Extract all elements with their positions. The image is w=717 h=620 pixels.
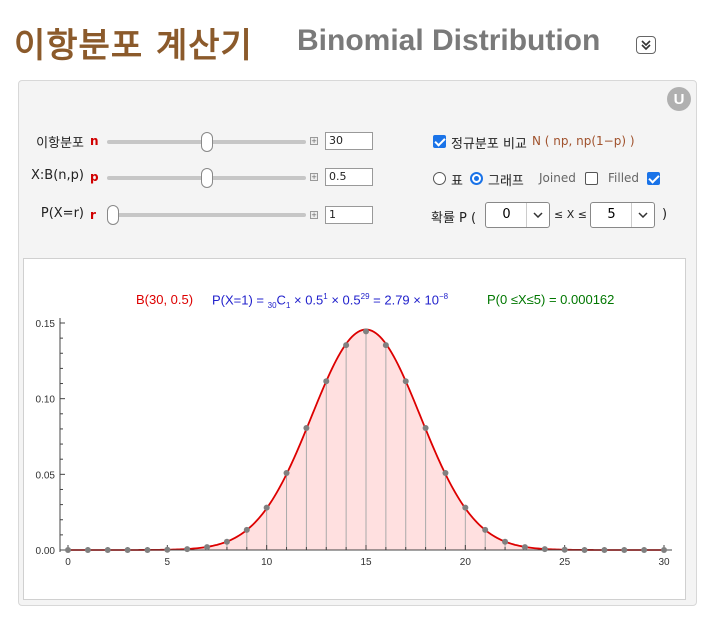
joined-checkbox[interactable]: [585, 172, 598, 185]
n-slider-thumb[interactable]: [200, 132, 213, 152]
range-to-select[interactable]: 5: [590, 202, 655, 228]
normal-compare-label: 정규분포 비교: [451, 137, 527, 152]
reset-button[interactable]: U: [667, 87, 691, 111]
r-increment-icon[interactable]: +: [310, 211, 318, 219]
range-from-value: 0: [502, 207, 511, 222]
px-result: = 2.79 × 10: [369, 292, 439, 308]
px-sub-r: 1: [285, 300, 291, 310]
p-var-label: p: [90, 170, 99, 184]
distribution-label: B(30, 0.5): [136, 292, 194, 307]
filled-checkbox[interactable]: [647, 172, 660, 185]
range-probability-result: P(0 ≤X≤5) = 0.000162: [487, 292, 615, 307]
graph-radio[interactable]: [470, 172, 483, 185]
chevron-down-icon: [526, 203, 549, 227]
range-to-value: 5: [607, 207, 616, 222]
p-input[interactable]: 0.5: [325, 168, 373, 186]
r-input[interactable]: 1: [325, 206, 373, 224]
page-title-korean: 이항분포 계산기: [14, 26, 253, 66]
px-exp3: −8: [438, 292, 449, 301]
px-sub-n: 30: [267, 300, 277, 310]
normal-formula: N ( np, np(1−p) ): [532, 134, 635, 148]
n-row-label: 이항분포: [36, 136, 84, 151]
chevron-down-icon: [631, 203, 654, 227]
table-radio[interactable]: [433, 172, 446, 185]
page-title-english: Binomial Distribution: [297, 24, 601, 57]
px-base1: × 0.5: [290, 292, 324, 308]
range-prob-label: 확률 P (: [431, 211, 477, 226]
p-increment-icon[interactable]: +: [310, 173, 318, 181]
graph-radio-label: 그래프: [488, 174, 524, 189]
px-base2: × 0.5: [327, 292, 361, 308]
normal-compare-checkbox[interactable]: [433, 135, 446, 148]
px-exp2: 29: [360, 292, 370, 301]
r-slider[interactable]: [107, 213, 306, 217]
table-radio-label: 표: [451, 174, 463, 189]
n-var-label: n: [90, 134, 99, 148]
r-var-label: r: [90, 208, 96, 222]
r-slider-thumb[interactable]: [107, 205, 119, 225]
p-row-label: X:B(n,p): [31, 168, 84, 183]
px-prefix: P(X=1) =: [212, 292, 268, 308]
px-c: C: [276, 292, 286, 308]
r-row-label: P(X=r): [40, 206, 84, 221]
px-exp1: 1: [323, 292, 328, 301]
range-close-paren: ): [662, 207, 668, 222]
n-increment-icon[interactable]: +: [310, 137, 318, 145]
filled-label: Filled: [608, 171, 640, 185]
point-probability-formula: P(X=1) = 30C1 × 0.51 × 0.529 = 2.79 × 10…: [212, 292, 448, 310]
range-from-select[interactable]: 0: [485, 202, 550, 228]
n-input[interactable]: 30: [325, 132, 373, 150]
p-slider-thumb[interactable]: [200, 168, 213, 188]
collapse-button[interactable]: [636, 36, 656, 54]
range-middle-label: ≤ X ≤: [554, 208, 587, 221]
joined-label: Joined: [539, 171, 576, 185]
double-chevron-down-icon: [641, 40, 651, 51]
